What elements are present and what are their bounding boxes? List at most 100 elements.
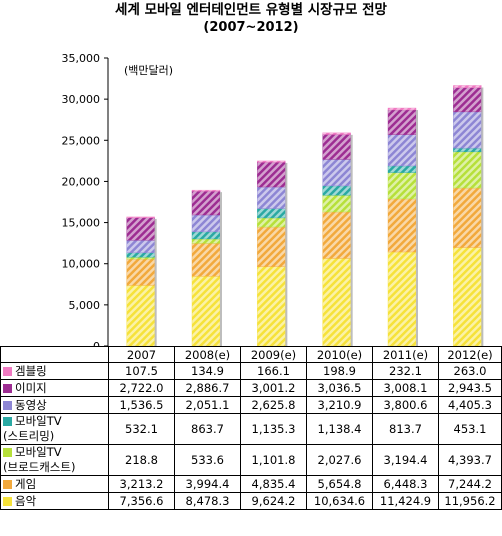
series-name: 이미지 (15, 381, 47, 395)
legend-swatch (3, 417, 12, 426)
bar-segment (322, 132, 351, 135)
data-value-cell: 3,994.4 (174, 475, 241, 493)
data-value-cell: 11,956.2 (438, 492, 502, 510)
bar-segment (126, 252, 155, 258)
table-row: 겜블링 107.5 134.9 166.1 198.9 232.1 263.0 (0, 362, 502, 380)
bar-segment (387, 172, 417, 200)
legend-swatch (3, 401, 12, 410)
bar-segment (191, 214, 221, 233)
series-name: 음악 (15, 494, 37, 508)
category-label: 2007 (108, 346, 175, 363)
data-value-cell: 813.7 (372, 413, 439, 445)
bar-segment (322, 159, 351, 187)
data-value-cell: 8,478.3 (174, 492, 241, 510)
bar-segment (191, 238, 221, 244)
bar-segment (257, 160, 286, 163)
bar-shadow (350, 134, 353, 346)
data-value-cell: 2,051.1 (174, 396, 241, 414)
bar-segment (126, 257, 155, 260)
bar-segment (322, 258, 351, 346)
data-value-cell: 2,943.5 (438, 379, 502, 397)
bar-segment (453, 111, 482, 149)
series-name: (스트리밍) (3, 429, 55, 443)
data-value-cell: 4,393.7 (438, 444, 502, 476)
data-value-cell: 4,405.3 (438, 396, 502, 414)
bar-segment (387, 109, 417, 135)
data-value-cell: 2,027.6 (306, 444, 373, 476)
bar-segment (322, 195, 351, 213)
series-legend-cell: 모바일TV (브로드캐스트) (0, 444, 109, 476)
legend-swatch (3, 497, 12, 506)
y-tick-label: 20,000 (62, 175, 101, 188)
data-value-cell: 263.0 (438, 362, 502, 380)
bar-segment (257, 208, 286, 219)
title-block: 세계 모바일 엔터테인먼트 유형별 시장규모 전망 (2007~2012) (0, 2, 502, 36)
y-tick-label: 5,000 (69, 299, 101, 312)
table-header-row: 2007 2008(e) 2009(e) 2010(e) 2011(e) 2012(e) (0, 346, 502, 363)
bar-segment (257, 226, 286, 268)
data-value-cell: 7,244.2 (438, 475, 502, 493)
table-corner-cell (0, 346, 109, 363)
chart-title: 세계 모바일 엔터테인먼트 유형별 시장규모 전망 (115, 2, 387, 18)
bar-segment (322, 185, 351, 196)
legend-swatch (3, 480, 12, 489)
bar-segment (191, 189, 221, 192)
data-value-cell: 232.1 (372, 362, 439, 380)
data-value-cell: 10,634.6 (306, 492, 373, 510)
data-value-cell: 166.1 (240, 362, 307, 380)
table-row: 모바일TV (브로드캐스트) 218.8 533.6 1,101.8 2,027.6 3,1… (0, 444, 502, 476)
y-tick-label: 15,000 (62, 217, 101, 230)
stacked-bar-chart: 0 5,000 10,000 15,000 20,000 25,000 30,000 35,0… (62, 52, 484, 346)
data-value-cell: 107.5 (108, 362, 175, 380)
bar-shadow (154, 218, 157, 346)
series-legend-cell: 동영상 (0, 396, 109, 414)
series-legend-cell: 겜블링 (0, 362, 109, 380)
data-value-cell: 1,101.8 (240, 444, 307, 476)
data-value-cell: 6,448.3 (372, 475, 439, 493)
category-label: 2010(e) (306, 346, 373, 363)
data-value-cell: 7,356.6 (108, 492, 175, 510)
series-name: 동영상 (15, 398, 47, 412)
series-name: 겜블링 (15, 364, 47, 378)
bar-segment (387, 165, 417, 173)
data-value-cell: 1,135.3 (240, 413, 307, 445)
y-tick-label: 0 (93, 340, 100, 346)
data-value-cell: 3,036.5 (306, 379, 373, 397)
series-name: (브로드캐스트) (3, 460, 76, 474)
series-name: 게임 (15, 477, 37, 491)
bar-segment (387, 107, 417, 111)
data-value-cell: 2,625.8 (240, 396, 307, 414)
category-label: 2009(e) (240, 346, 307, 363)
bar-segment (453, 187, 482, 248)
data-value-cell: 11,424.9 (372, 492, 439, 510)
data-value-cell: 134.9 (174, 362, 241, 380)
bar-area (126, 85, 484, 346)
data-value-cell: 533.6 (174, 444, 241, 476)
bar-segment (191, 243, 221, 277)
bar-shadow (285, 162, 288, 346)
bar-segment (257, 162, 286, 188)
series-name: 모바일TV (15, 445, 62, 460)
category-label: 2011(e) (372, 346, 439, 363)
data-value-cell: 3,800.6 (372, 396, 439, 414)
legend-swatch (3, 367, 12, 376)
legend-swatch (3, 448, 12, 457)
data-value-cell: 4,835.4 (240, 475, 307, 493)
bar-shadow (481, 87, 484, 346)
table-row: 게임 3,213.2 3,994.4 4,835.4 5,654.8 6,448.3 7,2… (0, 475, 502, 493)
bar-segment (387, 134, 417, 167)
series-legend-cell: 게임 (0, 475, 109, 493)
bar-segment (126, 258, 155, 286)
data-value-cell: 198.9 (306, 362, 373, 380)
bar-shadow (416, 110, 418, 346)
unit-label: (백만달러) (124, 64, 173, 77)
bar-segment (387, 198, 417, 253)
y-axis: 0 5,000 10,000 15,000 20,000 25,000 30,000 35,0… (62, 52, 109, 346)
data-value-cell: 2,722.0 (108, 379, 175, 397)
bar-segment (257, 186, 286, 209)
data-table: 2007 2008(e) 2009(e) 2010(e) 2011(e) 2012(e) 겜… (0, 346, 502, 510)
bar-segment (257, 266, 286, 346)
data-value-cell: 3,210.9 (306, 396, 373, 414)
bar-segment (126, 216, 155, 219)
table-row: 이미지 2,722.0 2,886.7 3,001.2 3,036.5 3,008.1 2,… (0, 379, 502, 397)
